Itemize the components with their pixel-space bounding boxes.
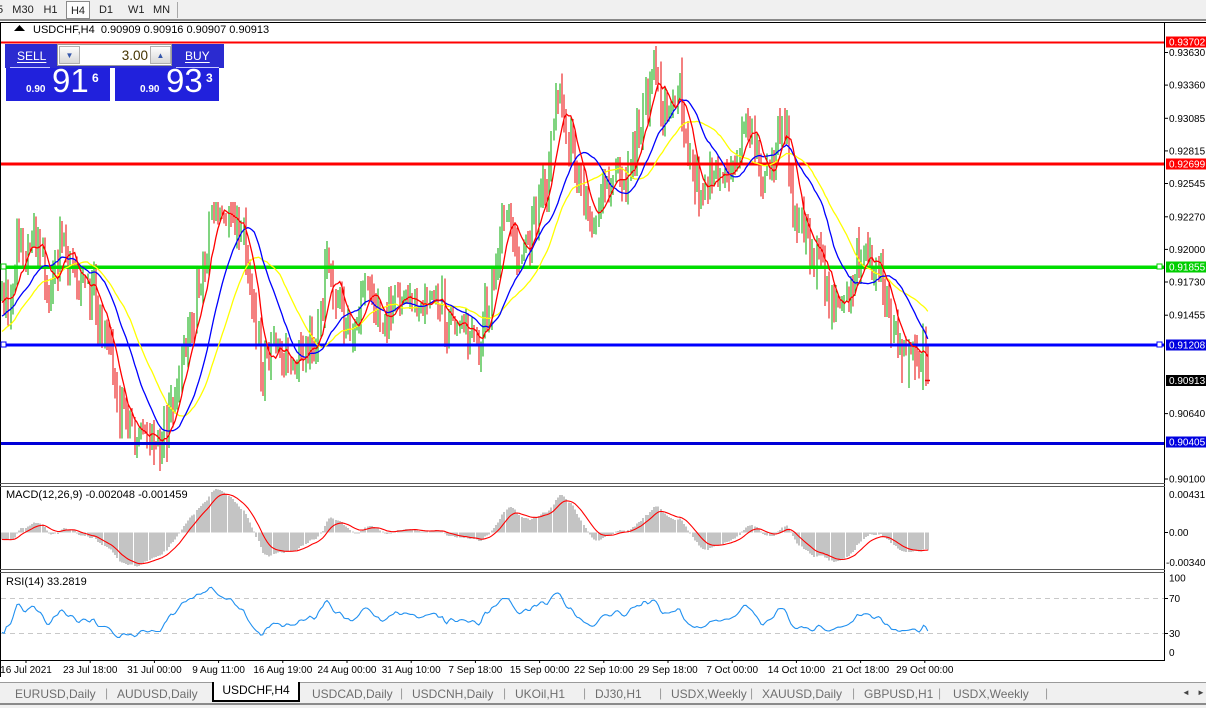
svg-text:0.90913: 0.90913 [1169, 376, 1206, 387]
svg-text:9 Aug 11:00: 9 Aug 11:00 [192, 665, 245, 676]
svg-text:24 Aug 00:00: 24 Aug 00:00 [318, 665, 377, 676]
svg-text:0.90640: 0.90640 [1169, 409, 1206, 420]
svg-text:0.93630: 0.93630 [1169, 48, 1206, 59]
svg-text:0: 0 [1169, 648, 1175, 659]
svg-text:16 Jul 2021: 16 Jul 2021 [0, 665, 52, 676]
svg-text:0.92000: 0.92000 [1169, 245, 1206, 256]
svg-text:RSI(14) 33.2819: RSI(14) 33.2819 [6, 576, 87, 588]
svg-text:MACD(12,26,9) -0.002048 -0.001: MACD(12,26,9) -0.002048 -0.001459 [6, 489, 188, 501]
svg-text:70: 70 [1169, 594, 1181, 605]
svg-text:0.93702: 0.93702 [1169, 38, 1206, 49]
svg-text:30: 30 [1169, 629, 1181, 640]
svg-text:0.91855: 0.91855 [1169, 263, 1206, 274]
svg-text:31 Jul 00:00: 31 Jul 00:00 [127, 665, 182, 676]
svg-text:0.00431: 0.00431 [1169, 490, 1206, 501]
svg-text:0.91208: 0.91208 [1169, 341, 1206, 352]
svg-text:7 Sep 18:00: 7 Sep 18:00 [448, 665, 502, 676]
svg-text:22 Sep 10:00: 22 Sep 10:00 [574, 665, 634, 676]
svg-text:0.90405: 0.90405 [1169, 438, 1206, 449]
svg-text:21 Oct 18:00: 21 Oct 18:00 [832, 665, 890, 676]
svg-text:14 Oct 10:00: 14 Oct 10:00 [768, 665, 826, 676]
svg-text:23 Jul 18:00: 23 Jul 18:00 [63, 665, 118, 676]
svg-text:0.92815: 0.92815 [1169, 146, 1206, 157]
svg-text:0.92699: 0.92699 [1169, 160, 1206, 171]
svg-text:15 Sep 00:00: 15 Sep 00:00 [510, 665, 570, 676]
svg-text:0.00: 0.00 [1169, 528, 1189, 539]
svg-text:-0.003405: -0.003405 [1166, 558, 1206, 569]
svg-text:0.92545: 0.92545 [1169, 179, 1206, 190]
svg-text:0.91455: 0.91455 [1169, 311, 1206, 322]
svg-text:USDCHF,H4 0.90909 0.90916 0.9: USDCHF,H4 0.90909 0.90916 0.90907 0.9091… [33, 24, 269, 36]
svg-text:16 Aug 19:00: 16 Aug 19:00 [253, 665, 312, 676]
svg-text:7 Oct 00:00: 7 Oct 00:00 [706, 665, 758, 676]
svg-text:29 Sep 18:00: 29 Sep 18:00 [638, 665, 698, 676]
svg-text:0.91730: 0.91730 [1169, 278, 1206, 289]
svg-text:0.93360: 0.93360 [1169, 81, 1206, 92]
svg-text:0.93085: 0.93085 [1169, 114, 1206, 125]
svg-text:0.92270: 0.92270 [1169, 212, 1206, 223]
svg-text:100: 100 [1169, 574, 1186, 585]
svg-text:29 Oct 00:00: 29 Oct 00:00 [896, 665, 954, 676]
svg-text:0.90100: 0.90100 [1169, 475, 1206, 486]
svg-text:31 Aug 10:00: 31 Aug 10:00 [382, 665, 441, 676]
